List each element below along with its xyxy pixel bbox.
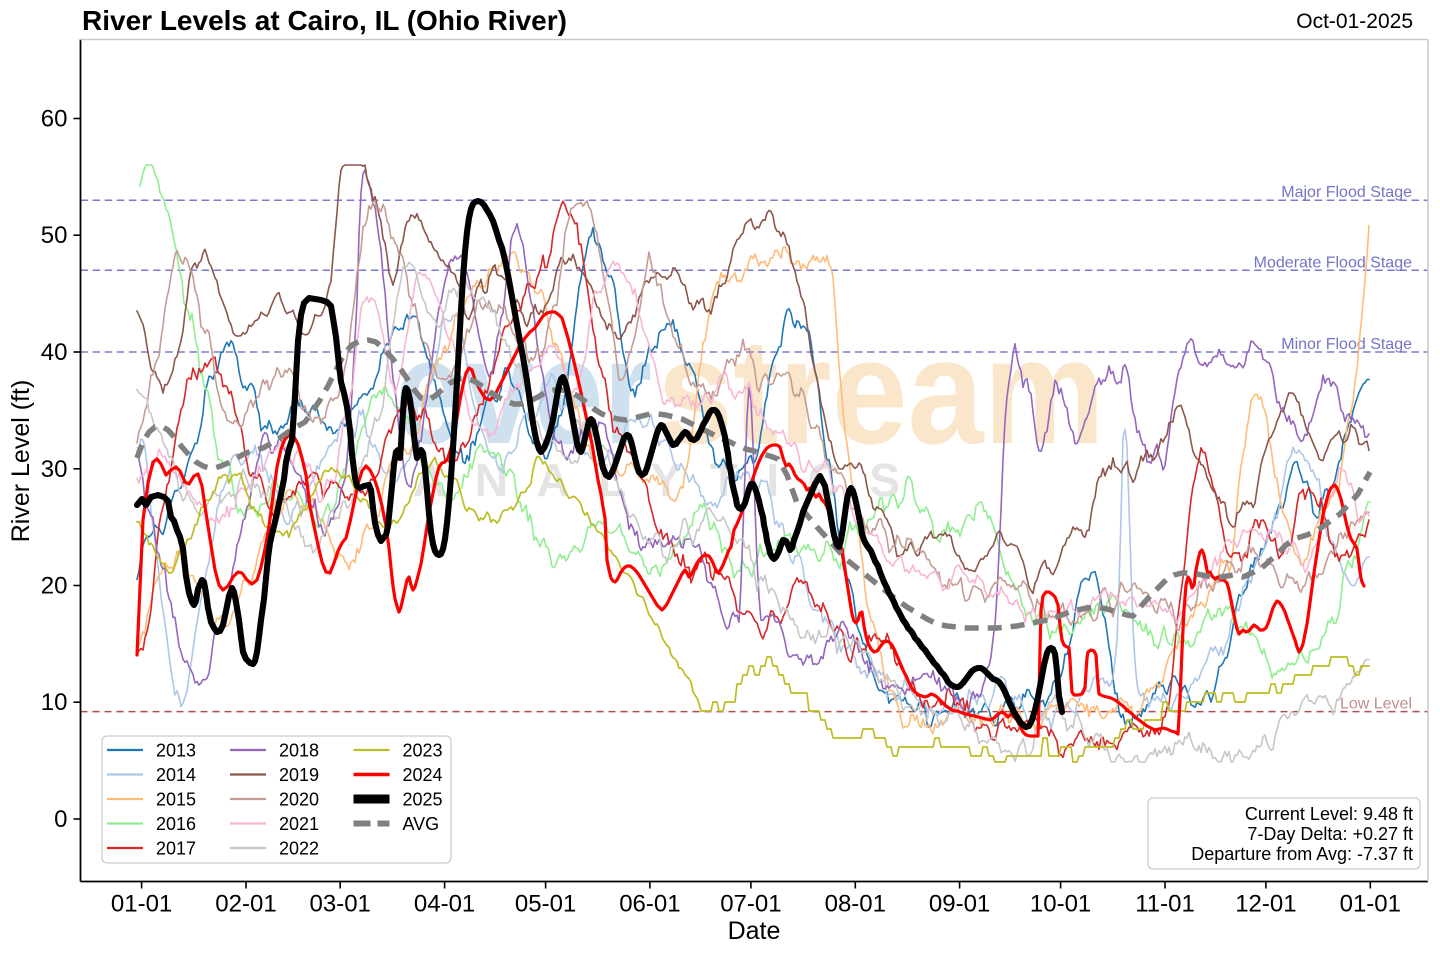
svg-text:2015: 2015 <box>156 790 196 810</box>
svg-text:50: 50 <box>41 222 68 249</box>
svg-text:05-01: 05-01 <box>515 891 576 918</box>
svg-text:11-01: 11-01 <box>1135 891 1195 918</box>
svg-text:2018: 2018 <box>279 741 319 761</box>
svg-text:2024: 2024 <box>403 765 443 785</box>
svg-text:12-01: 12-01 <box>1235 891 1296 918</box>
svg-text:2020: 2020 <box>279 790 319 810</box>
svg-text:2016: 2016 <box>156 814 196 834</box>
svg-text:Departure from Avg: -7.37 ft: Departure from Avg: -7.37 ft <box>1191 844 1413 864</box>
svg-text:30: 30 <box>41 456 68 483</box>
svg-text:Current Level: 9.48 ft: Current Level: 9.48 ft <box>1245 804 1413 824</box>
svg-text:Oct-01-2025: Oct-01-2025 <box>1296 10 1413 33</box>
svg-text:09-01: 09-01 <box>929 891 990 918</box>
svg-text:2022: 2022 <box>279 839 319 859</box>
svg-text:Moderate Flood Stage: Moderate Flood Stage <box>1254 254 1412 271</box>
svg-text:0: 0 <box>54 806 67 833</box>
svg-text:Minor Flood Stage: Minor Flood Stage <box>1281 336 1412 353</box>
svg-text:02-01: 02-01 <box>215 891 276 918</box>
svg-text:River Level (ft): River Level (ft) <box>7 380 35 543</box>
svg-text:06-01: 06-01 <box>619 891 680 918</box>
svg-text:Major Flood Stage: Major Flood Stage <box>1281 184 1412 201</box>
svg-text:2017: 2017 <box>156 839 196 859</box>
svg-text:10: 10 <box>41 689 68 716</box>
svg-text:River Levels at Cairo, IL (Ohi: River Levels at Cairo, IL (Ohio River) <box>82 5 567 36</box>
svg-text:2019: 2019 <box>279 765 319 785</box>
svg-text:2013: 2013 <box>156 741 196 761</box>
svg-text:10-01: 10-01 <box>1030 891 1091 918</box>
svg-text:03-01: 03-01 <box>310 891 371 918</box>
svg-text:60: 60 <box>41 106 68 133</box>
svg-text:20: 20 <box>41 573 68 600</box>
svg-text:01-01: 01-01 <box>111 891 172 918</box>
svg-text:04-01: 04-01 <box>414 891 475 918</box>
svg-text:2025: 2025 <box>403 790 443 810</box>
svg-text:AVG: AVG <box>403 814 440 834</box>
svg-text:Low Level: Low Level <box>1340 696 1412 713</box>
svg-text:7-Day Delta: +0.27 ft: 7-Day Delta: +0.27 ft <box>1247 824 1413 844</box>
svg-text:2021: 2021 <box>279 814 319 834</box>
svg-text:40: 40 <box>41 339 68 366</box>
svg-text:07-01: 07-01 <box>720 891 781 918</box>
svg-text:2023: 2023 <box>403 741 443 761</box>
svg-text:01-01: 01-01 <box>1340 891 1401 918</box>
svg-text:08-01: 08-01 <box>825 891 886 918</box>
svg-text:Date: Date <box>728 917 781 945</box>
svg-text:2014: 2014 <box>156 765 196 785</box>
